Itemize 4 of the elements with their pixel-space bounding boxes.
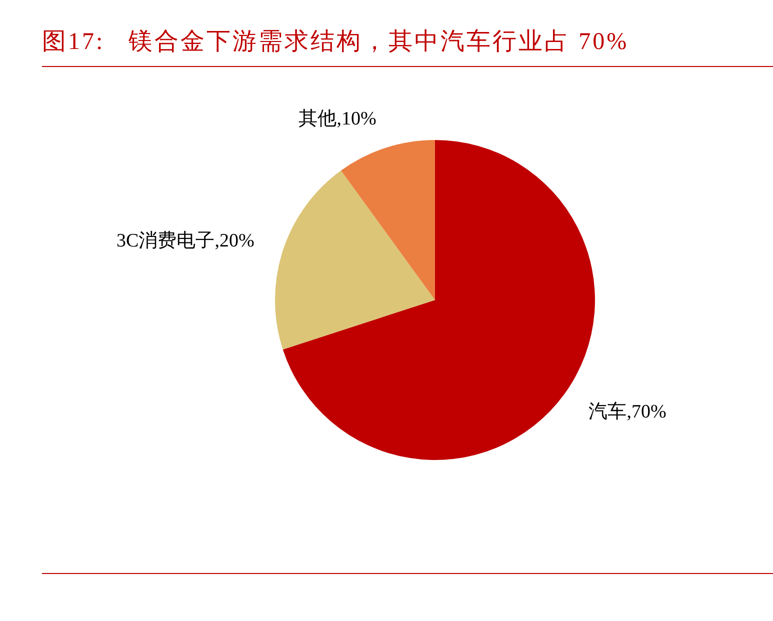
slice-label: 3C消费电子,20%	[116, 230, 254, 254]
slice-label: 其他,10%	[298, 108, 376, 132]
slice-label: 汽车,70%	[588, 400, 666, 424]
chart-title: 图17: 镁合金下游需求结构，其中汽车行业占 70%	[42, 28, 629, 56]
